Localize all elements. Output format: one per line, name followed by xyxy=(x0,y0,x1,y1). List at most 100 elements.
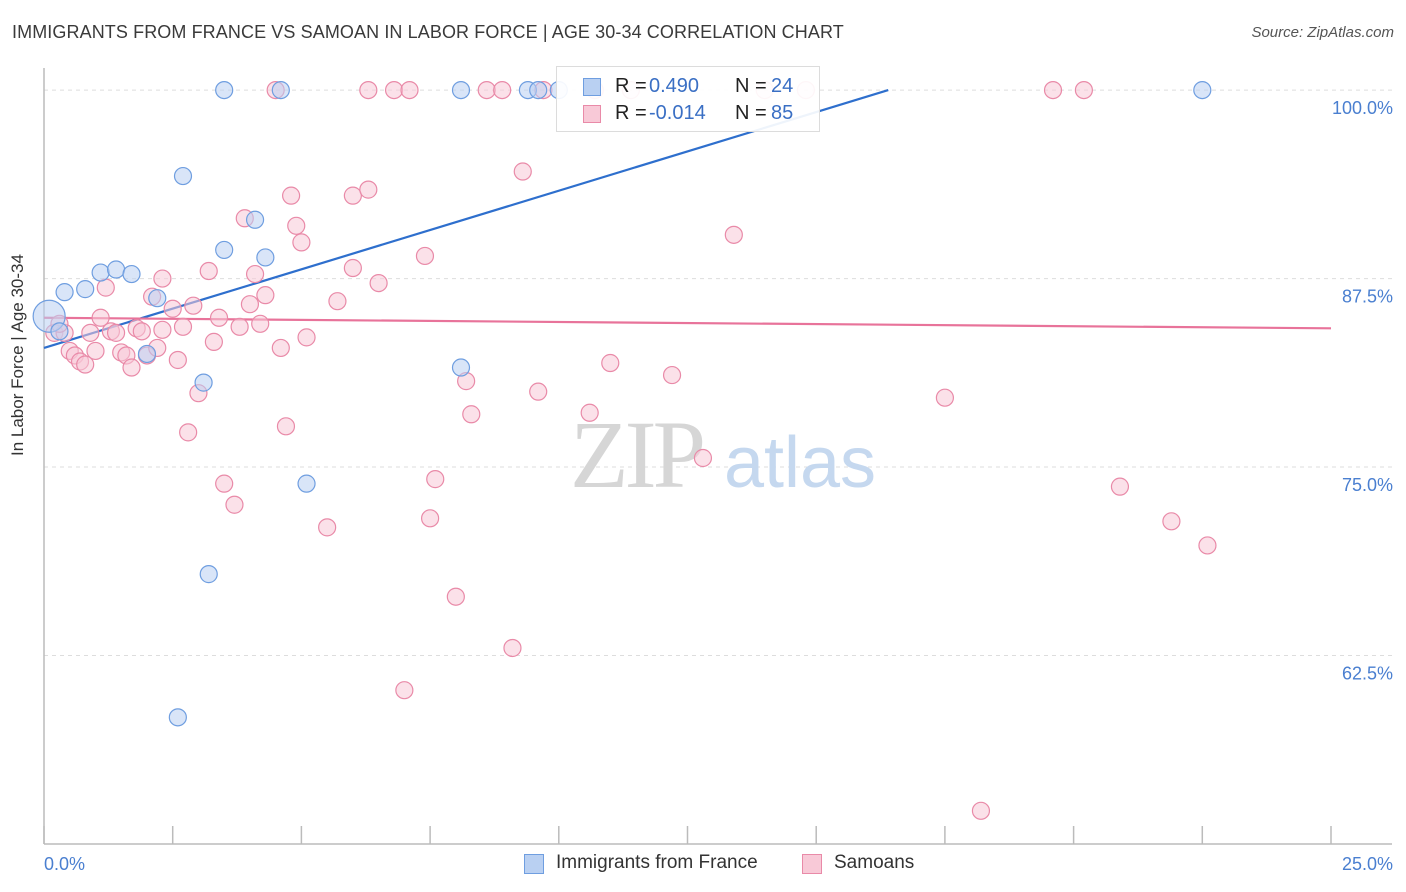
france-point xyxy=(106,260,126,279)
france-point xyxy=(215,240,234,260)
samoans-point xyxy=(343,258,362,278)
y-tick-label: 87.5% xyxy=(1342,287,1393,307)
samoans-point xyxy=(215,474,234,493)
n-value: 24 xyxy=(771,75,794,97)
samoans-swatch xyxy=(583,105,601,123)
samoans-point xyxy=(462,405,481,424)
samoans-point xyxy=(1162,512,1181,531)
samoans-point xyxy=(245,264,265,284)
samoans-point xyxy=(601,353,620,373)
stats-legend: R = 0.490 N = 24 R = -0.014 N = 85 xyxy=(556,66,820,132)
samoans-point xyxy=(415,246,435,266)
tick-labels: 100.0% 87.5% 75.0% 62.5% 0.0% 25.0% xyxy=(44,98,1393,874)
stats-row-samoans: R = -0.014 N = 85 xyxy=(557,100,819,128)
samoans-point xyxy=(529,382,548,401)
france-point xyxy=(199,565,218,584)
samoans-point xyxy=(91,308,110,327)
gridlines xyxy=(44,89,1392,657)
samoans-point xyxy=(400,80,419,100)
legend-label: Samoans xyxy=(834,852,915,873)
samoans-point xyxy=(493,80,512,100)
france-point xyxy=(50,322,69,341)
france-point xyxy=(215,80,234,100)
samoans-point xyxy=(168,350,187,370)
n-value: 85 xyxy=(771,102,794,124)
samoans-point xyxy=(343,186,362,205)
samoans-legend-swatch xyxy=(802,854,822,874)
samoans-point xyxy=(287,216,306,235)
r-label: R = xyxy=(615,75,647,97)
samoans-point xyxy=(724,225,743,244)
samoans-point xyxy=(1198,536,1217,555)
samoans-point xyxy=(86,341,105,361)
r-value: 0.490 xyxy=(649,75,700,97)
samoans-point xyxy=(369,273,388,293)
samoans-point xyxy=(225,495,244,514)
samoans-point xyxy=(384,80,404,100)
france-legend-swatch xyxy=(524,854,544,874)
n-label: N = xyxy=(735,75,767,97)
samoans-point xyxy=(256,286,275,305)
samoans-point xyxy=(122,358,141,377)
samoans-point xyxy=(199,261,218,281)
samoans-point xyxy=(153,320,172,339)
samoans-point xyxy=(971,801,991,820)
samoans-point xyxy=(503,638,522,658)
samoans-point xyxy=(421,509,440,528)
stats-row-france: R = 0.490 N = 24 xyxy=(557,73,819,101)
n-label: N = xyxy=(735,102,767,124)
france-point xyxy=(271,80,290,100)
y-tick-label: 100.0% xyxy=(1332,98,1393,118)
x-tick-label: 25.0% xyxy=(1342,854,1393,874)
y-tick-label: 75.0% xyxy=(1342,475,1393,495)
france-point xyxy=(137,344,157,364)
samoans-point xyxy=(446,587,465,606)
france-point xyxy=(173,166,193,186)
samoans-point xyxy=(271,338,290,358)
france-point xyxy=(297,474,316,493)
samoans-point xyxy=(132,322,151,341)
series-legend: Immigrants from France Samoans xyxy=(0,852,1406,878)
france-point xyxy=(148,289,167,308)
y-tick-label: 62.5% xyxy=(1342,664,1393,684)
france-point xyxy=(91,263,110,282)
x-tick-label: 0.0% xyxy=(44,854,85,874)
samoans-point xyxy=(426,470,445,489)
samoans-point xyxy=(230,317,249,336)
samoans-point xyxy=(282,186,301,205)
samoans-point xyxy=(184,296,203,315)
france-point xyxy=(451,80,471,100)
samoans-point xyxy=(580,403,599,422)
samoans-point xyxy=(153,269,172,288)
samoans-point xyxy=(297,328,316,347)
samoans-point xyxy=(292,233,311,252)
samoans-point xyxy=(359,80,378,100)
france-point xyxy=(529,80,548,100)
samoans-point xyxy=(1074,80,1093,100)
samoans-point xyxy=(251,314,270,333)
watermark-atlas: atlas xyxy=(724,423,876,503)
chart-title: IMMIGRANTS FROM FRANCE VS SAMOAN IN LABO… xyxy=(12,22,844,42)
samoans-point xyxy=(240,295,260,314)
france-swatch xyxy=(583,78,601,96)
samoans-point xyxy=(359,180,378,199)
samoans-point xyxy=(276,417,296,436)
r-value: -0.014 xyxy=(649,102,706,124)
samoans-point xyxy=(173,317,193,336)
samoans-point xyxy=(81,323,100,342)
samoans-point xyxy=(204,332,223,351)
france-point xyxy=(76,280,95,299)
samoans-point xyxy=(1043,80,1063,100)
samoans-point xyxy=(477,80,496,100)
samoans-point xyxy=(106,323,126,342)
france-point xyxy=(256,248,275,267)
france-point xyxy=(122,264,141,284)
samoans-point xyxy=(693,448,713,468)
legend-label: Immigrants from France xyxy=(556,852,758,873)
samoans-point xyxy=(328,292,347,311)
samoans-point xyxy=(179,423,198,442)
r-label: R = xyxy=(615,102,647,124)
france-point xyxy=(168,708,187,727)
samoans-point xyxy=(76,355,95,374)
y-axis-label: In Labor Force | Age 30-34 xyxy=(8,254,27,456)
